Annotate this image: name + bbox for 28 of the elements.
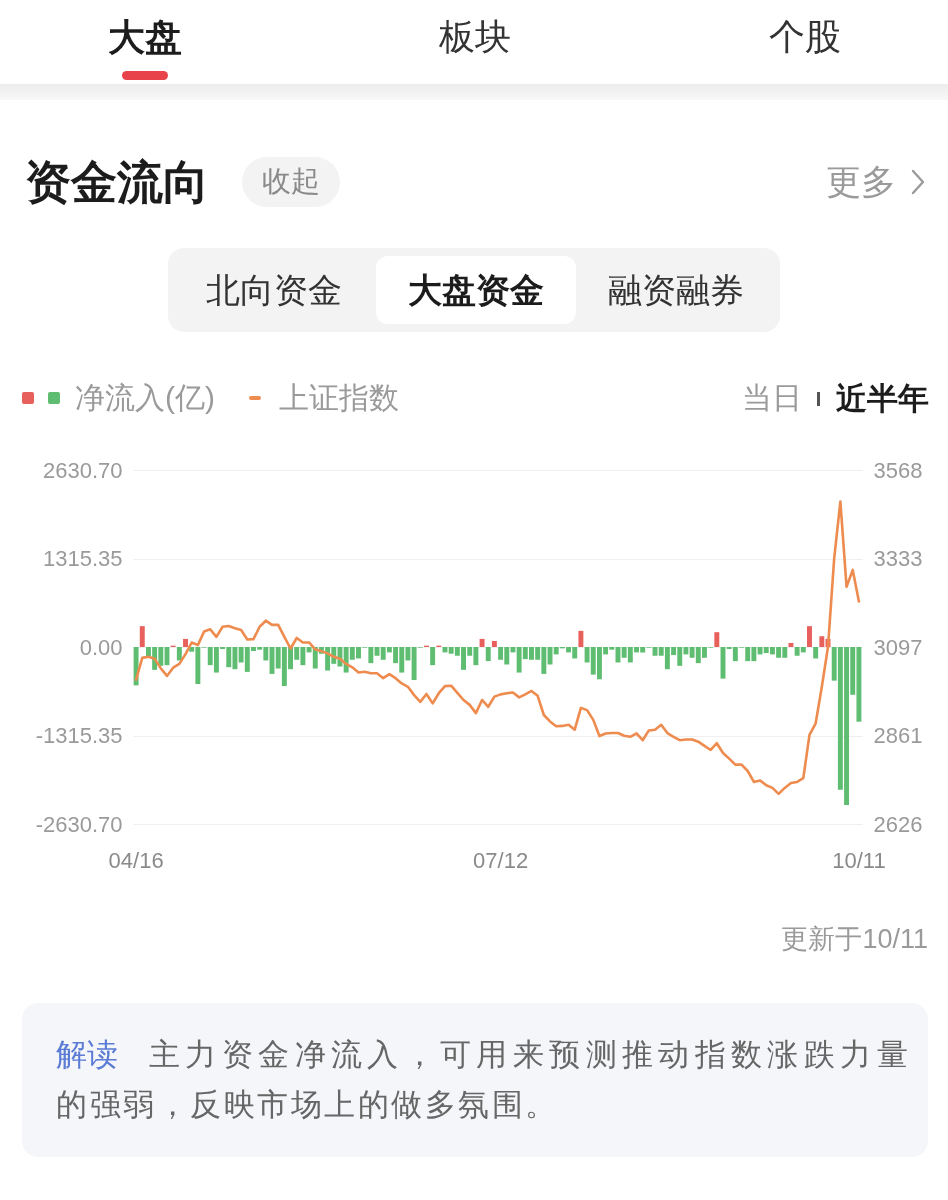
legend-label: 净流入(亿): [75, 379, 215, 416]
text: 大盘资金: [408, 271, 544, 309]
text: 解读 主力资金净流入，可用来预测推动指数涨跌力量的强弱，反映市场上的做多氛围。: [56, 1036, 910, 1122]
text: 板块: [439, 16, 511, 57]
legend-label: 上证指数: [278, 379, 399, 416]
text: 北向资金: [206, 271, 342, 309]
chart-title: 资金流向: [25, 156, 209, 208]
text: 大盘: [108, 17, 182, 58]
y-tick-label: -1315.35: [35, 723, 123, 748]
text: 个股: [769, 16, 841, 57]
text: 收起: [262, 165, 320, 197]
y-tick-label: 0.00: [79, 634, 123, 660]
x-tick-label: 10/11: [832, 847, 886, 873]
y2-tick-label: 3568: [873, 457, 923, 483]
y-tick-label: 1315.35: [42, 546, 123, 571]
y-tick-label: -2630.70: [35, 811, 123, 837]
text: 更新于10/11: [781, 924, 928, 954]
x-tick-label: 07/12: [473, 847, 529, 873]
x-tick-label: 04/16: [108, 847, 164, 873]
text: 更多: [826, 162, 896, 201]
y-tick-label: 2630.70: [42, 457, 123, 483]
y2-tick-label: 3097: [873, 634, 923, 660]
text: 融资融券: [608, 271, 744, 309]
y2-tick-label: 3333: [873, 545, 923, 571]
y2-tick-label: 2626: [873, 811, 923, 837]
text: 当日: [742, 381, 802, 414]
text: 近半年: [836, 381, 929, 416]
y2-tick-label: 2861: [873, 723, 923, 749]
